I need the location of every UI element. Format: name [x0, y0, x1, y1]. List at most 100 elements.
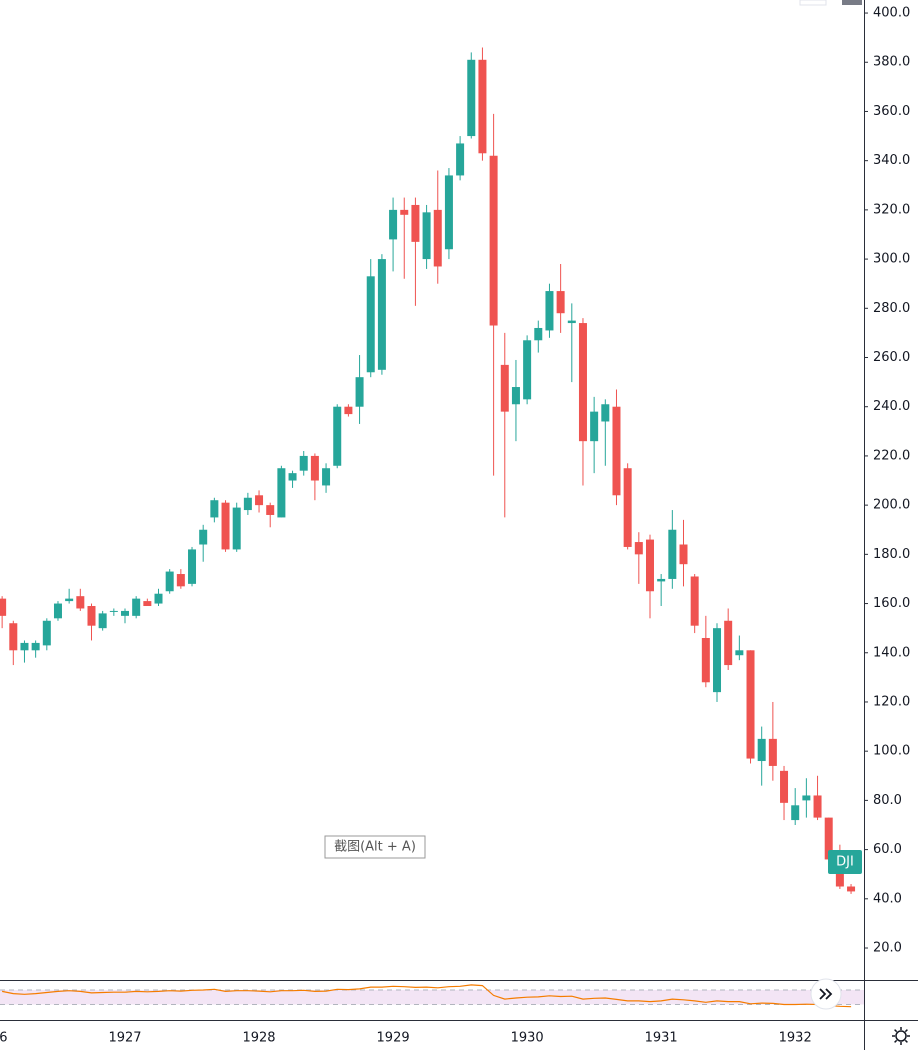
candle-body: [400, 209, 409, 215]
candle-body: [199, 529, 208, 545]
scroll-button[interactable]: [810, 978, 842, 1010]
candle-body: [634, 542, 643, 555]
candle-body: [53, 603, 62, 619]
x-tick-label: 1929: [377, 1031, 410, 1046]
gear-icon[interactable]: [895, 1030, 907, 1042]
candle-body: [76, 596, 85, 609]
candle-body: [780, 770, 789, 803]
candle-body: [824, 817, 833, 860]
symbol-tag-bg: [828, 850, 862, 874]
tooltip: 截图(Alt + A): [324, 835, 426, 859]
y-tick-label: 360.0: [873, 104, 910, 119]
candle-body: [20, 642, 29, 651]
candle-body: [310, 455, 319, 481]
candle-body: [165, 571, 174, 592]
candle-body: [143, 601, 152, 607]
candle-body: [355, 377, 364, 407]
y-tick-label: 260.0: [873, 350, 910, 365]
candle-body: [344, 406, 353, 415]
candle-body: [188, 549, 197, 584]
y-tick-label: 220.0: [873, 448, 910, 463]
candle-body: [31, 642, 40, 651]
candle-body: [433, 209, 442, 267]
candle-body: [322, 468, 331, 486]
toolbar-button[interactable]: [799, 0, 827, 6]
candle-body: [467, 59, 476, 137]
candle-body: [768, 738, 777, 766]
y-tick-label: 120.0: [873, 694, 910, 709]
candle-body: [657, 578, 666, 582]
tooltip-text: 截图(Alt + A): [334, 840, 416, 855]
candle-body: [623, 468, 632, 547]
candle-body: [444, 175, 453, 250]
candle-body: [456, 143, 465, 176]
candle-body: [679, 544, 688, 565]
y-tick-label: 140.0: [873, 645, 910, 660]
y-tick-label: 280.0: [873, 301, 910, 316]
candle-body: [210, 500, 219, 518]
candle-body: [411, 204, 420, 242]
candle-body: [0, 598, 7, 616]
x-tick-label: 1930: [511, 1031, 544, 1046]
y-tick-label: 20.0: [873, 941, 902, 956]
candle-body: [232, 507, 241, 550]
candle-body: [500, 364, 509, 412]
scroll-icon[interactable]: [819, 988, 833, 1000]
y-tick-label: 100.0: [873, 744, 910, 759]
candle-body: [724, 620, 733, 666]
candle-body: [299, 455, 308, 471]
candle-body: [42, 620, 51, 646]
candle-body: [701, 637, 710, 683]
candle-body: [489, 155, 498, 326]
candle-body: [109, 610, 118, 612]
y-tick-label: 340.0: [873, 153, 910, 168]
x-tick-label: 1931: [645, 1031, 678, 1046]
candle-body: [65, 598, 74, 602]
candle-body: [601, 404, 610, 422]
settings-button[interactable]: [892, 1027, 910, 1045]
y-tick-label: 200.0: [873, 498, 910, 513]
candle-body: [746, 650, 755, 759]
candle-body: [87, 606, 96, 626]
y-tick-label: 400.0: [873, 6, 910, 21]
toolbar-button[interactable]: [842, 0, 862, 5]
x-tick-label: 1932: [779, 1031, 812, 1046]
candle-body: [422, 212, 431, 260]
candle-body: [377, 259, 386, 370]
candle-body: [791, 805, 800, 821]
tooltip-box: [324, 835, 426, 859]
candle-body: [154, 593, 163, 604]
y-tick-label: 240.0: [873, 399, 910, 414]
candle-body: [266, 505, 275, 515]
gear-teeth[interactable]: [892, 1027, 910, 1045]
candle-body: [556, 291, 565, 314]
candle-body: [366, 276, 375, 373]
x-tick-label: 1927: [108, 1031, 141, 1046]
indicator-line: [1, 984, 852, 1008]
candle-body: [690, 576, 699, 626]
candle-body: [243, 497, 252, 511]
candle-body: [757, 738, 766, 762]
y-tick-label: 180.0: [873, 547, 910, 562]
candle-body: [668, 529, 677, 579]
symbol-label: DJI: [836, 855, 854, 870]
candle-body: [389, 209, 398, 240]
candle-body: [578, 323, 587, 442]
candle-body: [255, 495, 264, 506]
candle-body: [511, 387, 520, 405]
candle-body: [735, 650, 744, 656]
candle-body: [288, 473, 297, 481]
candle-body: [847, 886, 856, 892]
candle-body: [813, 795, 822, 818]
candle-body: [176, 574, 185, 587]
y-tick-label: 160.0: [873, 596, 910, 611]
symbol-tag: DJI: [828, 850, 862, 874]
candle-body: [98, 613, 107, 629]
x-tick-label: 1926: [0, 1031, 8, 1046]
candle-body: [545, 291, 554, 331]
candle-body: [132, 598, 141, 616]
candle-body: [713, 628, 722, 693]
candle-body: [221, 502, 230, 550]
